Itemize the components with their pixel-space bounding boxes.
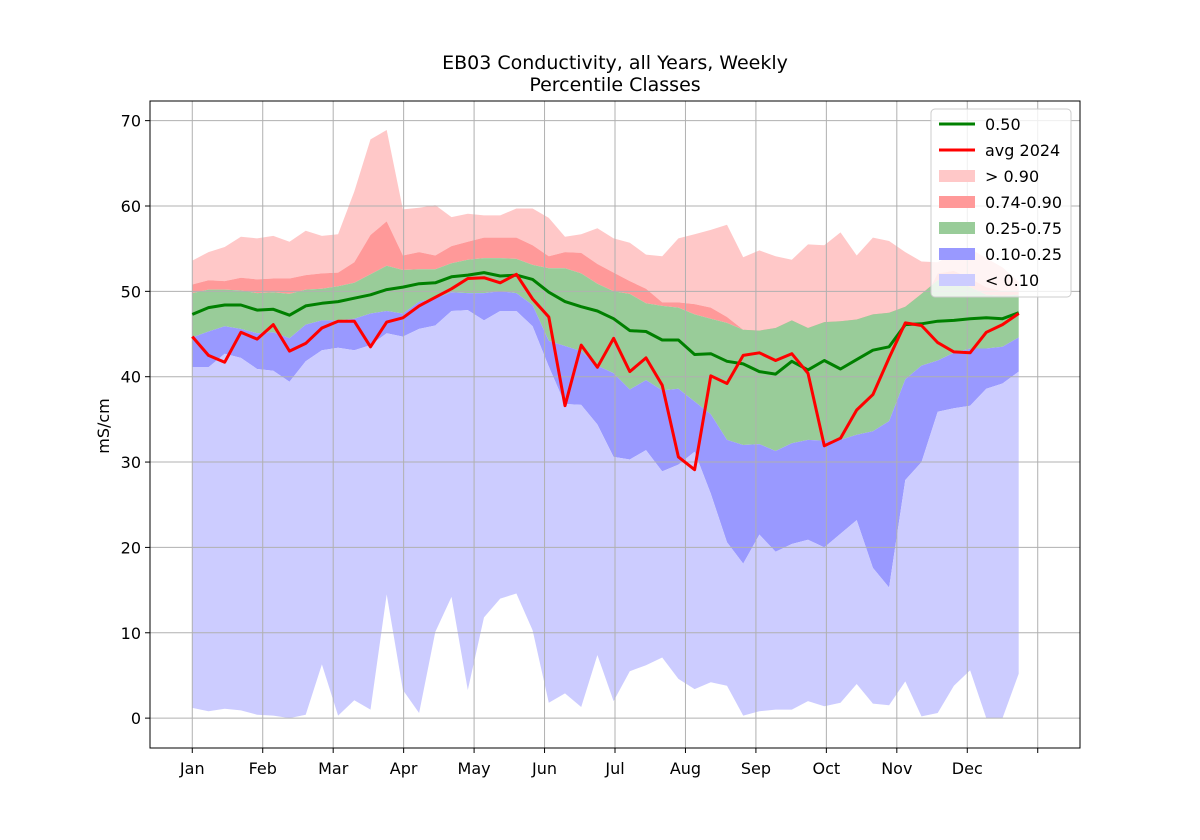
legend-patch-swatch bbox=[939, 248, 975, 260]
legend-label: 0.50 bbox=[985, 115, 1021, 134]
x-tick-label: Feb bbox=[249, 759, 277, 778]
x-tick-label: Sep bbox=[741, 759, 771, 778]
x-tick-label: Mar bbox=[318, 759, 349, 778]
x-tick-label: Jan bbox=[179, 759, 205, 778]
y-tick-label: 30 bbox=[121, 453, 141, 472]
y-tick-label: 60 bbox=[121, 197, 141, 216]
band-10-25 bbox=[192, 291, 1019, 588]
x-tick-label: Oct bbox=[813, 759, 841, 778]
y-tick-label: 20 bbox=[121, 538, 141, 557]
grid-lines bbox=[150, 101, 1080, 748]
legend-patch-swatch bbox=[939, 170, 975, 182]
x-tick-label: Jul bbox=[604, 759, 624, 778]
legend-label: > 0.90 bbox=[985, 167, 1039, 186]
x-tick-label: Dec bbox=[952, 759, 983, 778]
y-tick-label: 70 bbox=[121, 112, 141, 131]
legend-patch-swatch bbox=[939, 222, 975, 234]
band-below-10 bbox=[192, 310, 1019, 719]
y-axis-ticks: 0 10 20 30 40 50 60 70 bbox=[121, 112, 150, 728]
legend-label: avg 2024 bbox=[985, 141, 1060, 160]
y-axis-label: mS/cm bbox=[94, 398, 113, 454]
band-74-90 bbox=[192, 221, 1019, 335]
x-tick-label: Aug bbox=[670, 759, 701, 778]
median-line bbox=[191, 271, 1020, 376]
legend-label: < 0.10 bbox=[985, 271, 1039, 290]
x-tick-label: May bbox=[458, 759, 491, 778]
x-tick-label: Apr bbox=[390, 759, 418, 778]
y-tick-label: 50 bbox=[121, 282, 141, 301]
x-tick-label: Nov bbox=[881, 759, 912, 778]
band-above-90 bbox=[192, 130, 1019, 335]
legend: 0.50 avg 2024 > 0.90 0.74-0.90 0.25-0.75 0.10… bbox=[930, 108, 1072, 298]
legend-patch-swatch bbox=[939, 196, 975, 208]
series-lines bbox=[191, 271, 1020, 472]
legend-patch-swatch bbox=[939, 274, 975, 286]
legend-label: 0.25-0.75 bbox=[985, 219, 1062, 238]
avg-2024-line bbox=[191, 272, 1020, 472]
chart-subtitle: Percentile Classes bbox=[529, 74, 700, 96]
y-tick-label: 40 bbox=[121, 368, 141, 387]
chart-title: EB03 Conductivity, all Years, Weekly bbox=[442, 52, 788, 74]
percentile-bands bbox=[192, 130, 1019, 719]
y-tick-label: 10 bbox=[121, 624, 141, 643]
x-axis-ticks: Jan Feb Mar Apr May Jun Jul Aug Sep Oct Nov Dec bbox=[179, 748, 1039, 778]
legend-label: 0.74-0.90 bbox=[985, 193, 1062, 212]
y-tick-label: 0 bbox=[131, 709, 141, 728]
legend-label: 0.10-0.25 bbox=[985, 245, 1062, 264]
x-tick-label: Jun bbox=[531, 759, 557, 778]
